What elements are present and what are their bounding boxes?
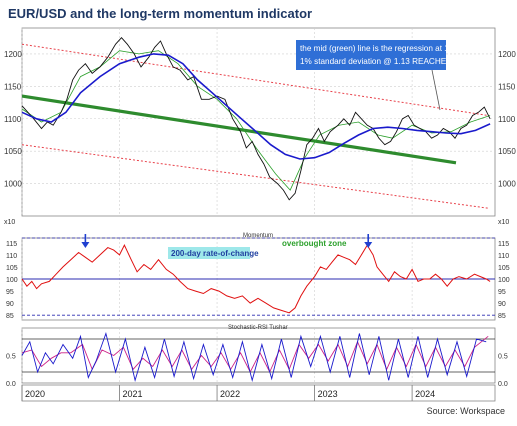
y-tick-label-right: 1000 (498, 180, 516, 189)
y-tick-label-left: 115 (6, 241, 17, 248)
x-tick-label: 2021 (123, 389, 143, 399)
stochastic-title: Stochastic-RSI Tushar (228, 325, 288, 331)
y-tick-label-left: 1100 (4, 115, 22, 124)
y-tick-label-right: 0.0 (498, 381, 508, 388)
x-axis: 2020 2021 2022 2023 2024 (21, 384, 496, 402)
stochastic-slow-series (21, 335, 489, 374)
y-tick-label-right: 100 (498, 277, 510, 284)
y-tick-label-left: 95 (6, 289, 14, 296)
y-tick-label-left: 90 (6, 301, 14, 308)
label-text: 200-day rate-of-change (171, 249, 259, 258)
y-tick-label-left: 1050 (4, 147, 22, 156)
y-tick-label-right: 90 (498, 301, 506, 308)
y-tick-label-left: 1150 (4, 82, 22, 91)
y-tick-label-left: 110 (6, 253, 17, 260)
y-tick-label-right: 85 (498, 313, 506, 320)
y-tick-label-right: 105 (498, 265, 510, 272)
y-multiplier-left: x10 (4, 219, 15, 226)
y-tick-label-right: 1200 (498, 50, 516, 59)
x-tick-label: 2024 (415, 389, 435, 399)
x-tick-label: 2022 (220, 389, 240, 399)
y-tick-label-right: 1100 (498, 115, 516, 124)
x-tick-label: 2023 (318, 389, 338, 399)
source-label: Source: Workspace (426, 406, 505, 416)
annotation-line: 1% standard deviation @ 1.13 REACHED (300, 57, 452, 66)
momentum-series (21, 244, 491, 314)
momentum-title: Momentum (243, 233, 273, 239)
label-background (168, 247, 250, 259)
y-tick-label-left: 1000 (4, 180, 22, 189)
y-tick-label-right: 1050 (498, 147, 516, 156)
page-title: EUR/USD and the long-term momentum indic… (8, 6, 313, 21)
price-series (21, 37, 491, 201)
annotation-line: the mid (green) line is the regression a… (300, 44, 461, 53)
annotation-box: the mid (green) line is the regression a… (296, 40, 461, 70)
lower-band-line (21, 144, 489, 209)
overbought-zone-label: overbought zone (282, 239, 347, 248)
y-tick-label-left: 1200 (4, 50, 22, 59)
annotation-pointer (431, 69, 441, 111)
y-tick-label-right: 115 (498, 241, 509, 248)
upper-band-line (21, 43, 489, 116)
stochastic-panel: Stochastic-RSI Tushar 0.0 0.0 0.5 0.5 (6, 325, 508, 388)
y-tick-label-right: 0.5 (498, 354, 508, 361)
y-tick-label-right: 95 (498, 289, 506, 296)
y-tick-label-left: 105 (6, 265, 18, 272)
y-tick-label-left: 100 (6, 277, 18, 284)
down-arrow-icon (364, 242, 373, 248)
blue-moving-average (21, 53, 491, 160)
down-arrow-icon (81, 242, 90, 248)
y-tick-label-left: 0.5 (6, 354, 16, 361)
stochastic-fast-series (21, 331, 487, 383)
green-moving-average (21, 50, 491, 191)
rate-of-change-label: 200-day rate-of-change (168, 247, 259, 259)
y-tick-label-left: 85 (6, 313, 14, 320)
price-panel: 1000 1000 1050 1050 1100 1100 1150 1150 1200 1200… (4, 27, 516, 226)
y-tick-label-right: 110 (498, 253, 509, 260)
y-multiplier-right: x10 (498, 219, 509, 226)
x-tick-label: 2020 (25, 389, 45, 399)
annotation-background (296, 40, 446, 70)
momentum-panel: Momentum 85 85 90 90 95 95 100 100 105 105 110 110 11… (6, 233, 510, 321)
y-tick-label-right: 1150 (498, 82, 516, 91)
y-tick-label-left: 0.0 (6, 381, 16, 388)
